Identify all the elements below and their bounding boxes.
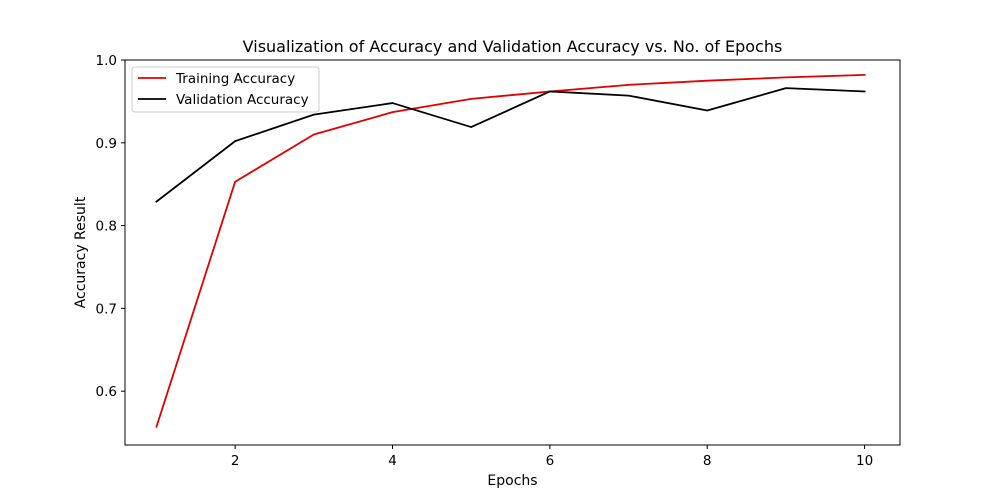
- y-tick-label: 0.6: [96, 384, 117, 400]
- legend-box: [131, 66, 320, 113]
- y-tick-label: 1.0: [96, 53, 117, 69]
- x-tick-label: 10: [856, 453, 873, 469]
- x-axis: 2 4 6 8 10: [231, 445, 873, 469]
- x-tick-label: 8: [703, 453, 712, 469]
- legend: Training Accuracy Validation Accuracy: [131, 66, 320, 113]
- y-tick-label: 0.7: [96, 301, 117, 317]
- y-tick-label: 0.8: [96, 219, 117, 235]
- legend-label: Training Accuracy: [175, 71, 295, 87]
- series-layer: [155, 73, 866, 428]
- y-axis: 0.6 0.7 0.8 0.9 1.0: [96, 53, 125, 400]
- x-axis-label: Epochs: [487, 473, 537, 489]
- series-line-validation-accuracy: [155, 87, 866, 203]
- y-tick-label: 0.9: [96, 136, 117, 152]
- x-tick-label: 6: [546, 453, 555, 469]
- plot-area: [124, 59, 901, 446]
- plot-frame: [124, 59, 901, 446]
- x-tick-label: 4: [388, 453, 397, 469]
- series-line-training-accuracy: [155, 73, 866, 428]
- legend-label: Validation Accuracy: [176, 92, 309, 108]
- x-tick-label: 2: [231, 453, 240, 469]
- y-axis-label: Accuracy Result: [73, 196, 89, 308]
- chart-title: Visualization of Accuracy and Validation…: [243, 37, 783, 56]
